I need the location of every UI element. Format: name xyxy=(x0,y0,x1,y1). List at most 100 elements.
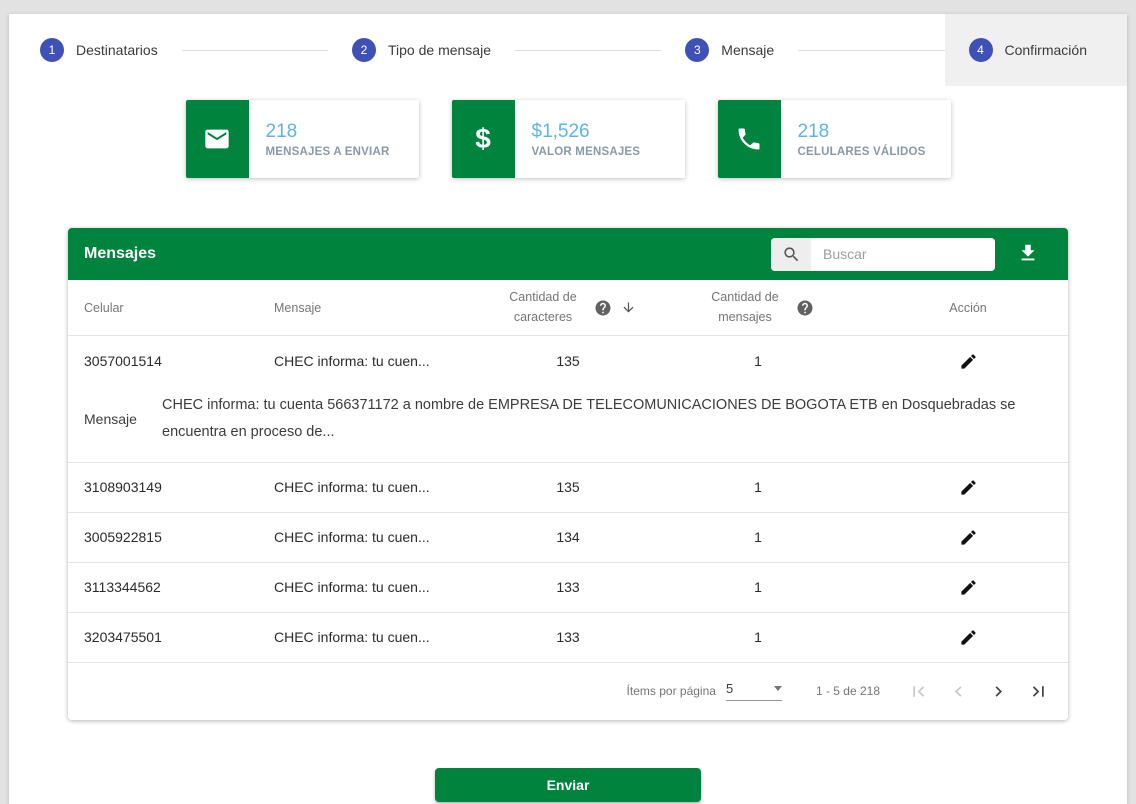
download-button[interactable] xyxy=(1017,242,1039,267)
wizard-stepper: 1 Destinatarios 2 Tipo de mensaje 3 Mens… xyxy=(9,14,1127,86)
card-value: $1,526 xyxy=(531,120,590,142)
edit-button[interactable] xyxy=(959,528,978,547)
cell-caracteres: 133 xyxy=(556,629,580,646)
help-icon[interactable] xyxy=(594,299,612,317)
column-header-celular: Celular xyxy=(84,300,124,315)
page-size-value: 5 xyxy=(725,681,734,697)
help-icon[interactable] xyxy=(796,299,814,317)
step-number-badge: 4 xyxy=(968,38,993,62)
search-input[interactable] xyxy=(811,237,995,271)
cell-mensajes: 1 xyxy=(754,529,762,546)
page-range-label: 1 - 5 de 218 xyxy=(815,684,880,699)
main-panel: 1 Destinatarios 2 Tipo de mensaje 3 Mens… xyxy=(9,14,1127,804)
send-row: Enviar xyxy=(9,767,1127,802)
detail-text: CHEC informa: tu cuenta 566371172 a nomb… xyxy=(162,397,1016,440)
search-button[interactable] xyxy=(771,237,811,271)
table-column-headers: Celular Mensaje Cantidad de caracteres C… xyxy=(68,280,1068,336)
card-value: 218 xyxy=(265,120,298,142)
table-row[interactable]: 3203475501 CHEC informa: tu cuen... 133 … xyxy=(68,613,1068,663)
next-page-button[interactable] xyxy=(978,671,1018,711)
dollar-icon: $ xyxy=(451,100,515,178)
step-label: Mensaje xyxy=(721,42,775,58)
cell-mensaje: CHEC informa: tu cuen... xyxy=(274,579,430,596)
page-size-select[interactable]: 5 xyxy=(725,681,782,702)
chevron-down-icon xyxy=(773,686,782,692)
search-icon xyxy=(783,246,798,261)
cell-mensaje: CHEC informa: tu cuen... xyxy=(274,479,430,496)
table-header-bar: Mensajes xyxy=(68,228,1068,280)
cell-celular: 3108903149 xyxy=(84,479,162,496)
card-body: 218 MENSAJES A ENVIAR xyxy=(249,100,390,178)
summary-cards-row: 218 MENSAJES A ENVIAR $ $1,526 VALOR MEN… xyxy=(9,100,1127,178)
cell-mensajes: 1 xyxy=(754,629,762,646)
previous-page-button xyxy=(938,671,978,711)
edit-button[interactable] xyxy=(959,478,978,497)
step-number-badge: 1 xyxy=(40,38,64,62)
cell-mensaje: CHEC informa: tu cuen... xyxy=(274,529,430,546)
pencil-icon xyxy=(960,579,976,595)
card-label: VALOR MENSAJES xyxy=(531,145,641,158)
send-button[interactable]: Enviar xyxy=(435,767,701,802)
download-icon xyxy=(1021,244,1035,260)
pencil-icon xyxy=(960,479,976,495)
card-celulares-validos: 218 CELULARES VÁLIDOS xyxy=(717,100,951,178)
step-connector xyxy=(514,49,662,51)
cell-mensajes: 1 xyxy=(754,479,762,496)
step-connector xyxy=(181,49,328,51)
column-header-caracteres[interactable]: Cantidad de caracteres xyxy=(488,288,648,327)
card-body: 218 CELULARES VÁLIDOS xyxy=(781,100,926,178)
messages-table-card: Mensajes Celular Mensaje Cantidad de car… xyxy=(68,228,1068,720)
step-connector xyxy=(798,49,945,51)
table-title: Mensajes xyxy=(84,245,157,262)
card-label: MENSAJES A ENVIAR xyxy=(265,145,390,158)
card-body: $1,526 VALOR MENSAJES xyxy=(515,100,641,178)
cell-caracteres: 134 xyxy=(556,529,580,546)
phone-icon xyxy=(717,100,781,178)
pencil-icon xyxy=(960,529,976,545)
cell-caracteres: 133 xyxy=(556,579,580,596)
card-label: CELULARES VÁLIDOS xyxy=(797,145,926,158)
edit-button[interactable] xyxy=(959,628,978,647)
cell-mensajes: 1 xyxy=(754,353,762,369)
chevron-right-icon xyxy=(995,685,1002,697)
first-page-button xyxy=(898,671,938,711)
cell-celular: 3005922815 xyxy=(84,529,162,546)
detail-label: Mensaje xyxy=(84,410,137,427)
expanded-message-detail: Mensaje CHEC informa: tu cuenta 56637117… xyxy=(68,386,1068,463)
last-page-icon xyxy=(1032,685,1044,697)
column-header-mensaje: Mensaje xyxy=(274,300,322,315)
step-tipo-de-mensaje[interactable]: 2 Tipo de mensaje xyxy=(328,14,515,86)
items-per-page-label: Ítems por página xyxy=(626,684,716,699)
cell-mensajes: 1 xyxy=(754,579,762,596)
card-value: 218 xyxy=(797,120,830,142)
cell-mensaje: CHEC informa: tu cuen... xyxy=(274,353,430,369)
table-row[interactable]: 3108903149 CHEC informa: tu cuen... 135 … xyxy=(68,463,1068,513)
step-confirmacion-active[interactable]: 4 Confirmación xyxy=(944,14,1127,86)
card-valor-mensajes: $ $1,526 VALOR MENSAJES xyxy=(451,100,685,178)
table-row[interactable]: 3005922815 CHEC informa: tu cuen... 134 … xyxy=(68,513,1068,563)
column-header-mensajes: Cantidad de mensajes xyxy=(648,288,868,327)
cell-caracteres: 135 xyxy=(556,479,580,496)
pencil-icon xyxy=(960,353,976,369)
sort-descending-icon[interactable] xyxy=(621,300,636,315)
table-row[interactable]: 3113344562 CHEC informa: tu cuen... 133 … xyxy=(68,563,1068,613)
cell-caracteres: 135 xyxy=(556,353,580,369)
first-page-icon xyxy=(912,685,924,697)
step-destinatarios[interactable]: 1 Destinatarios xyxy=(9,14,182,86)
column-header-accion: Acción xyxy=(949,300,987,315)
step-label: Confirmación xyxy=(1004,42,1087,58)
table-row[interactable]: 3057001514 CHEC informa: tu cuen... 135 … xyxy=(68,336,1068,386)
last-page-button[interactable] xyxy=(1018,671,1058,711)
edit-button[interactable] xyxy=(959,352,978,371)
cell-mensaje: CHEC informa: tu cuen... xyxy=(274,629,430,646)
cell-celular: 3057001514 xyxy=(84,353,162,369)
table-paginator: Ítems por página 5 1 - 5 de 218 xyxy=(68,663,1068,720)
paginator-nav xyxy=(898,671,1058,711)
step-number-badge: 2 xyxy=(352,38,376,62)
cell-celular: 3113344562 xyxy=(84,579,161,596)
edit-button[interactable] xyxy=(959,578,978,597)
step-mensaje[interactable]: 3 Mensaje xyxy=(661,14,798,86)
cell-celular: 3203475501 xyxy=(84,629,162,646)
envelope-icon xyxy=(185,100,249,178)
step-number-badge: 3 xyxy=(685,38,710,62)
